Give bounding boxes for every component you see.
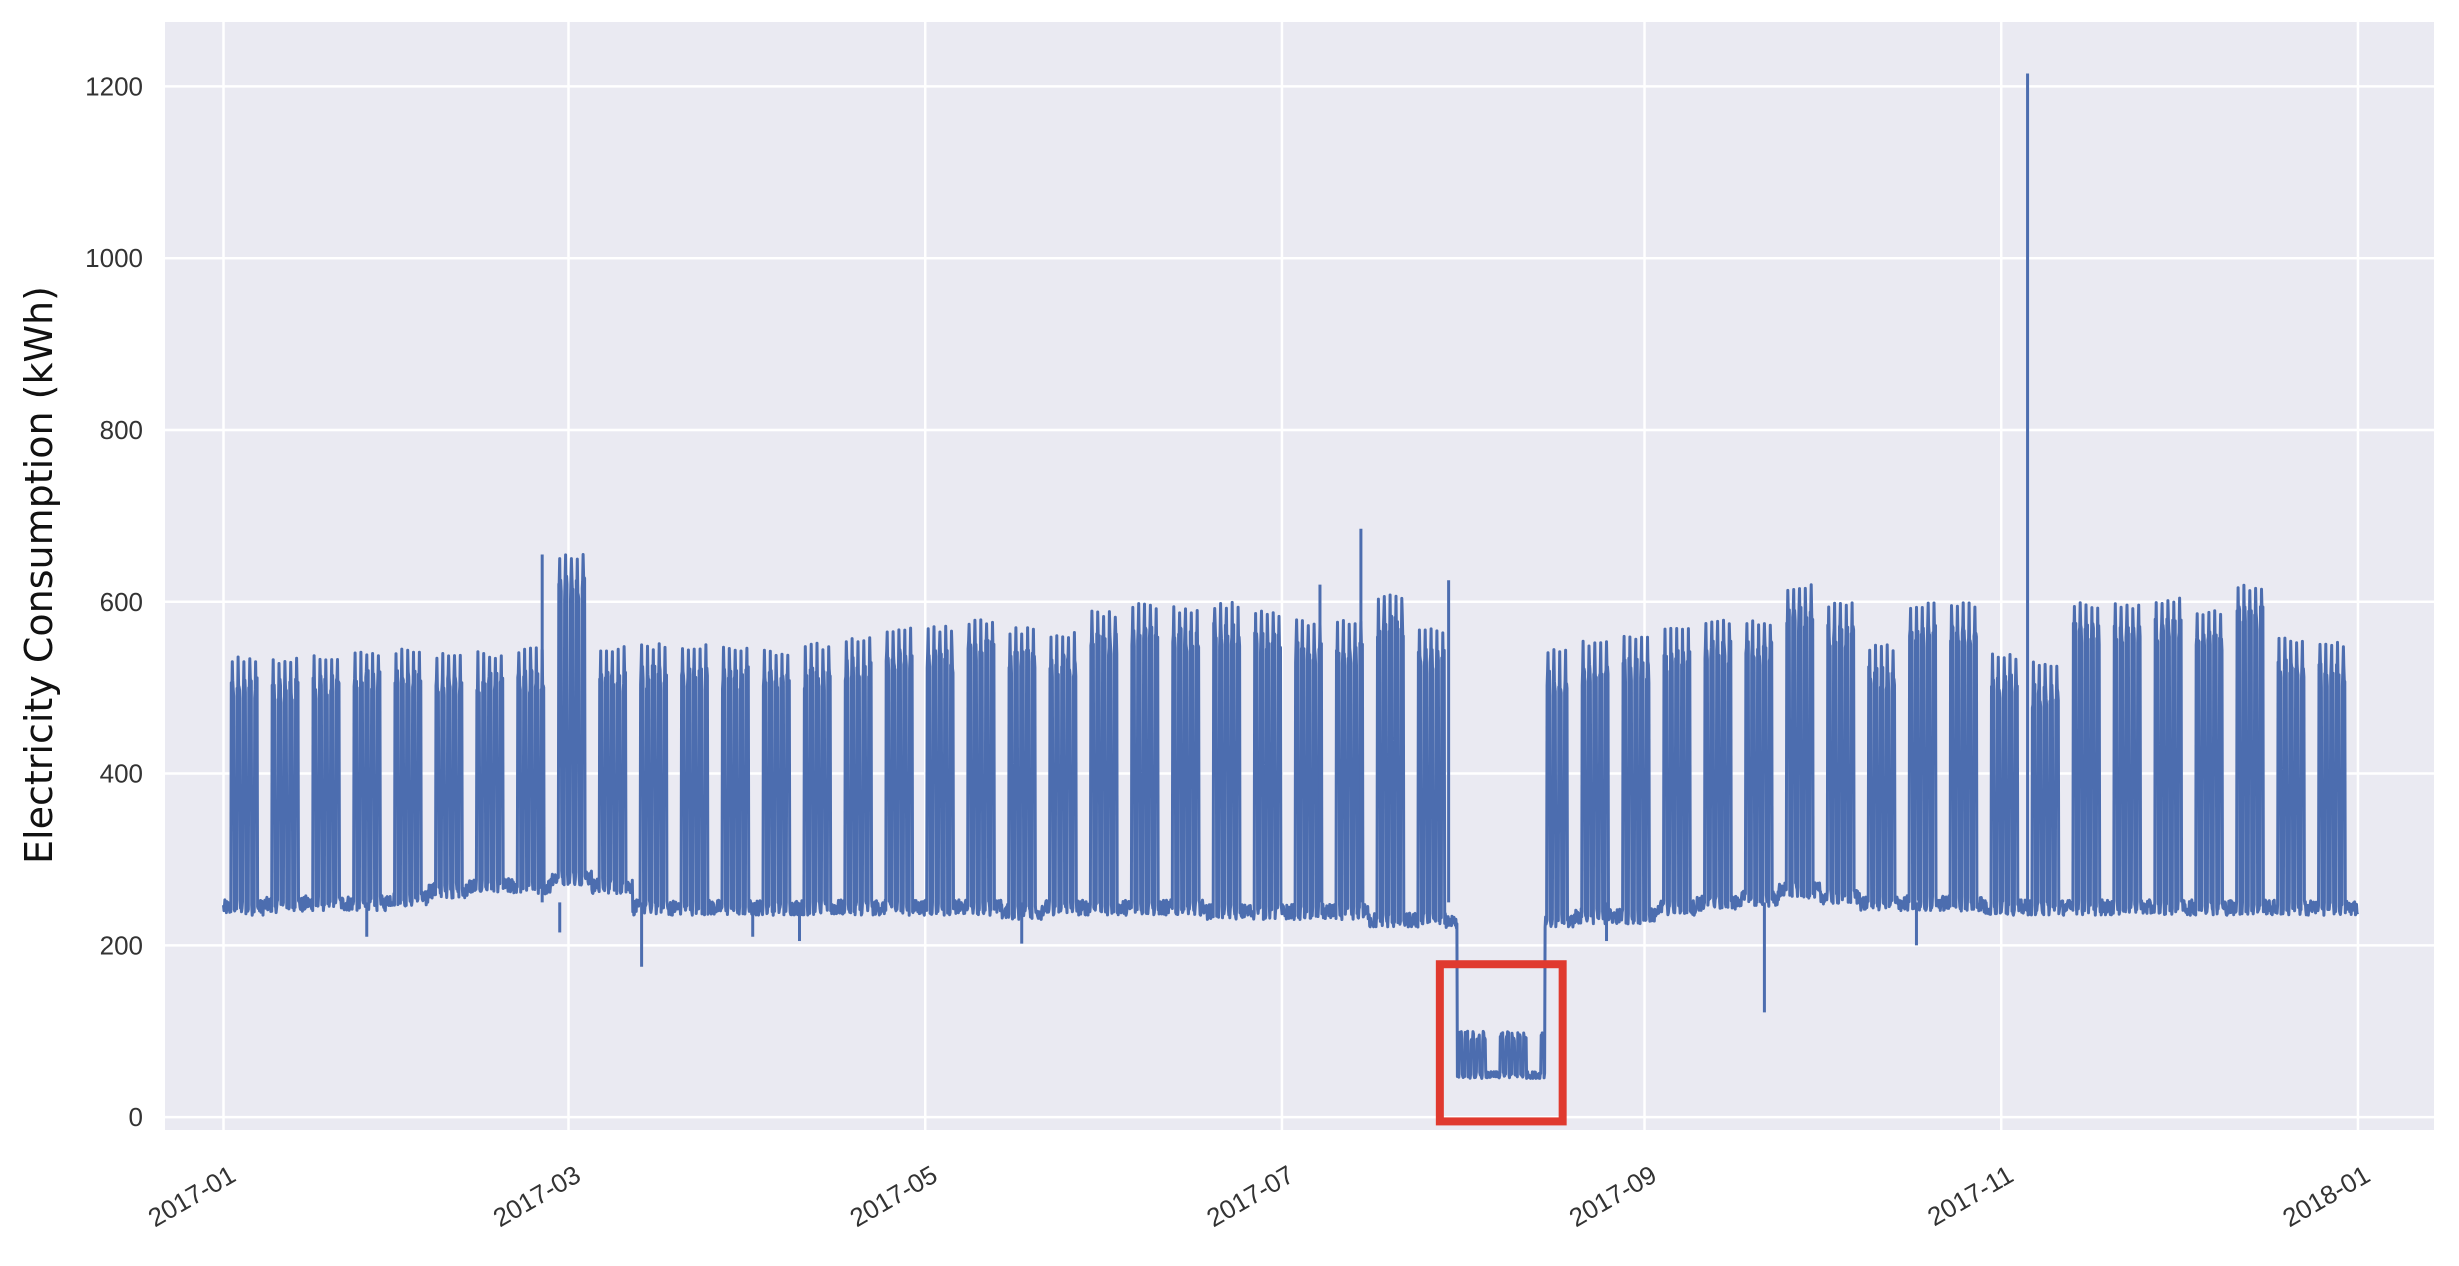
y-tick-label: 800: [100, 415, 143, 445]
y-tick-label: 0: [129, 1102, 143, 1132]
series-line: [222, 553, 2359, 1080]
x-tick-label: 2018-01: [2277, 1159, 2375, 1233]
y-tick-label: 1200: [85, 71, 143, 101]
y-tick-label: 400: [100, 759, 143, 789]
y-tick-label: 200: [100, 930, 143, 960]
x-tick-label: 2017-05: [845, 1159, 943, 1233]
y-axis-ticks: 0 200 400 600 800 1000 1200: [85, 71, 143, 1132]
x-tick-label: 2017-03: [488, 1159, 586, 1233]
y-tick-label: 600: [100, 587, 143, 617]
x-tick-label: 2017-01: [143, 1159, 241, 1233]
annotation-layer: [1435, 960, 1567, 1126]
y-axis-label: Electricity Consumption (kWh): [17, 286, 61, 864]
plot-background: [165, 22, 2434, 1130]
x-tick-label: 2017-11: [1922, 1159, 2018, 1232]
series-layer: [222, 73, 2359, 1080]
highlight-rectangle: [1435, 960, 1567, 1126]
y-tick-label: 1000: [85, 243, 143, 273]
x-tick-label: 2017-07: [1201, 1159, 1299, 1233]
x-axis-ticks: 2017-01 2017-03 2017-05 2017-07 2017-09 2017-…: [143, 1159, 2375, 1233]
x-tick-label: 2017-09: [1564, 1159, 1662, 1233]
